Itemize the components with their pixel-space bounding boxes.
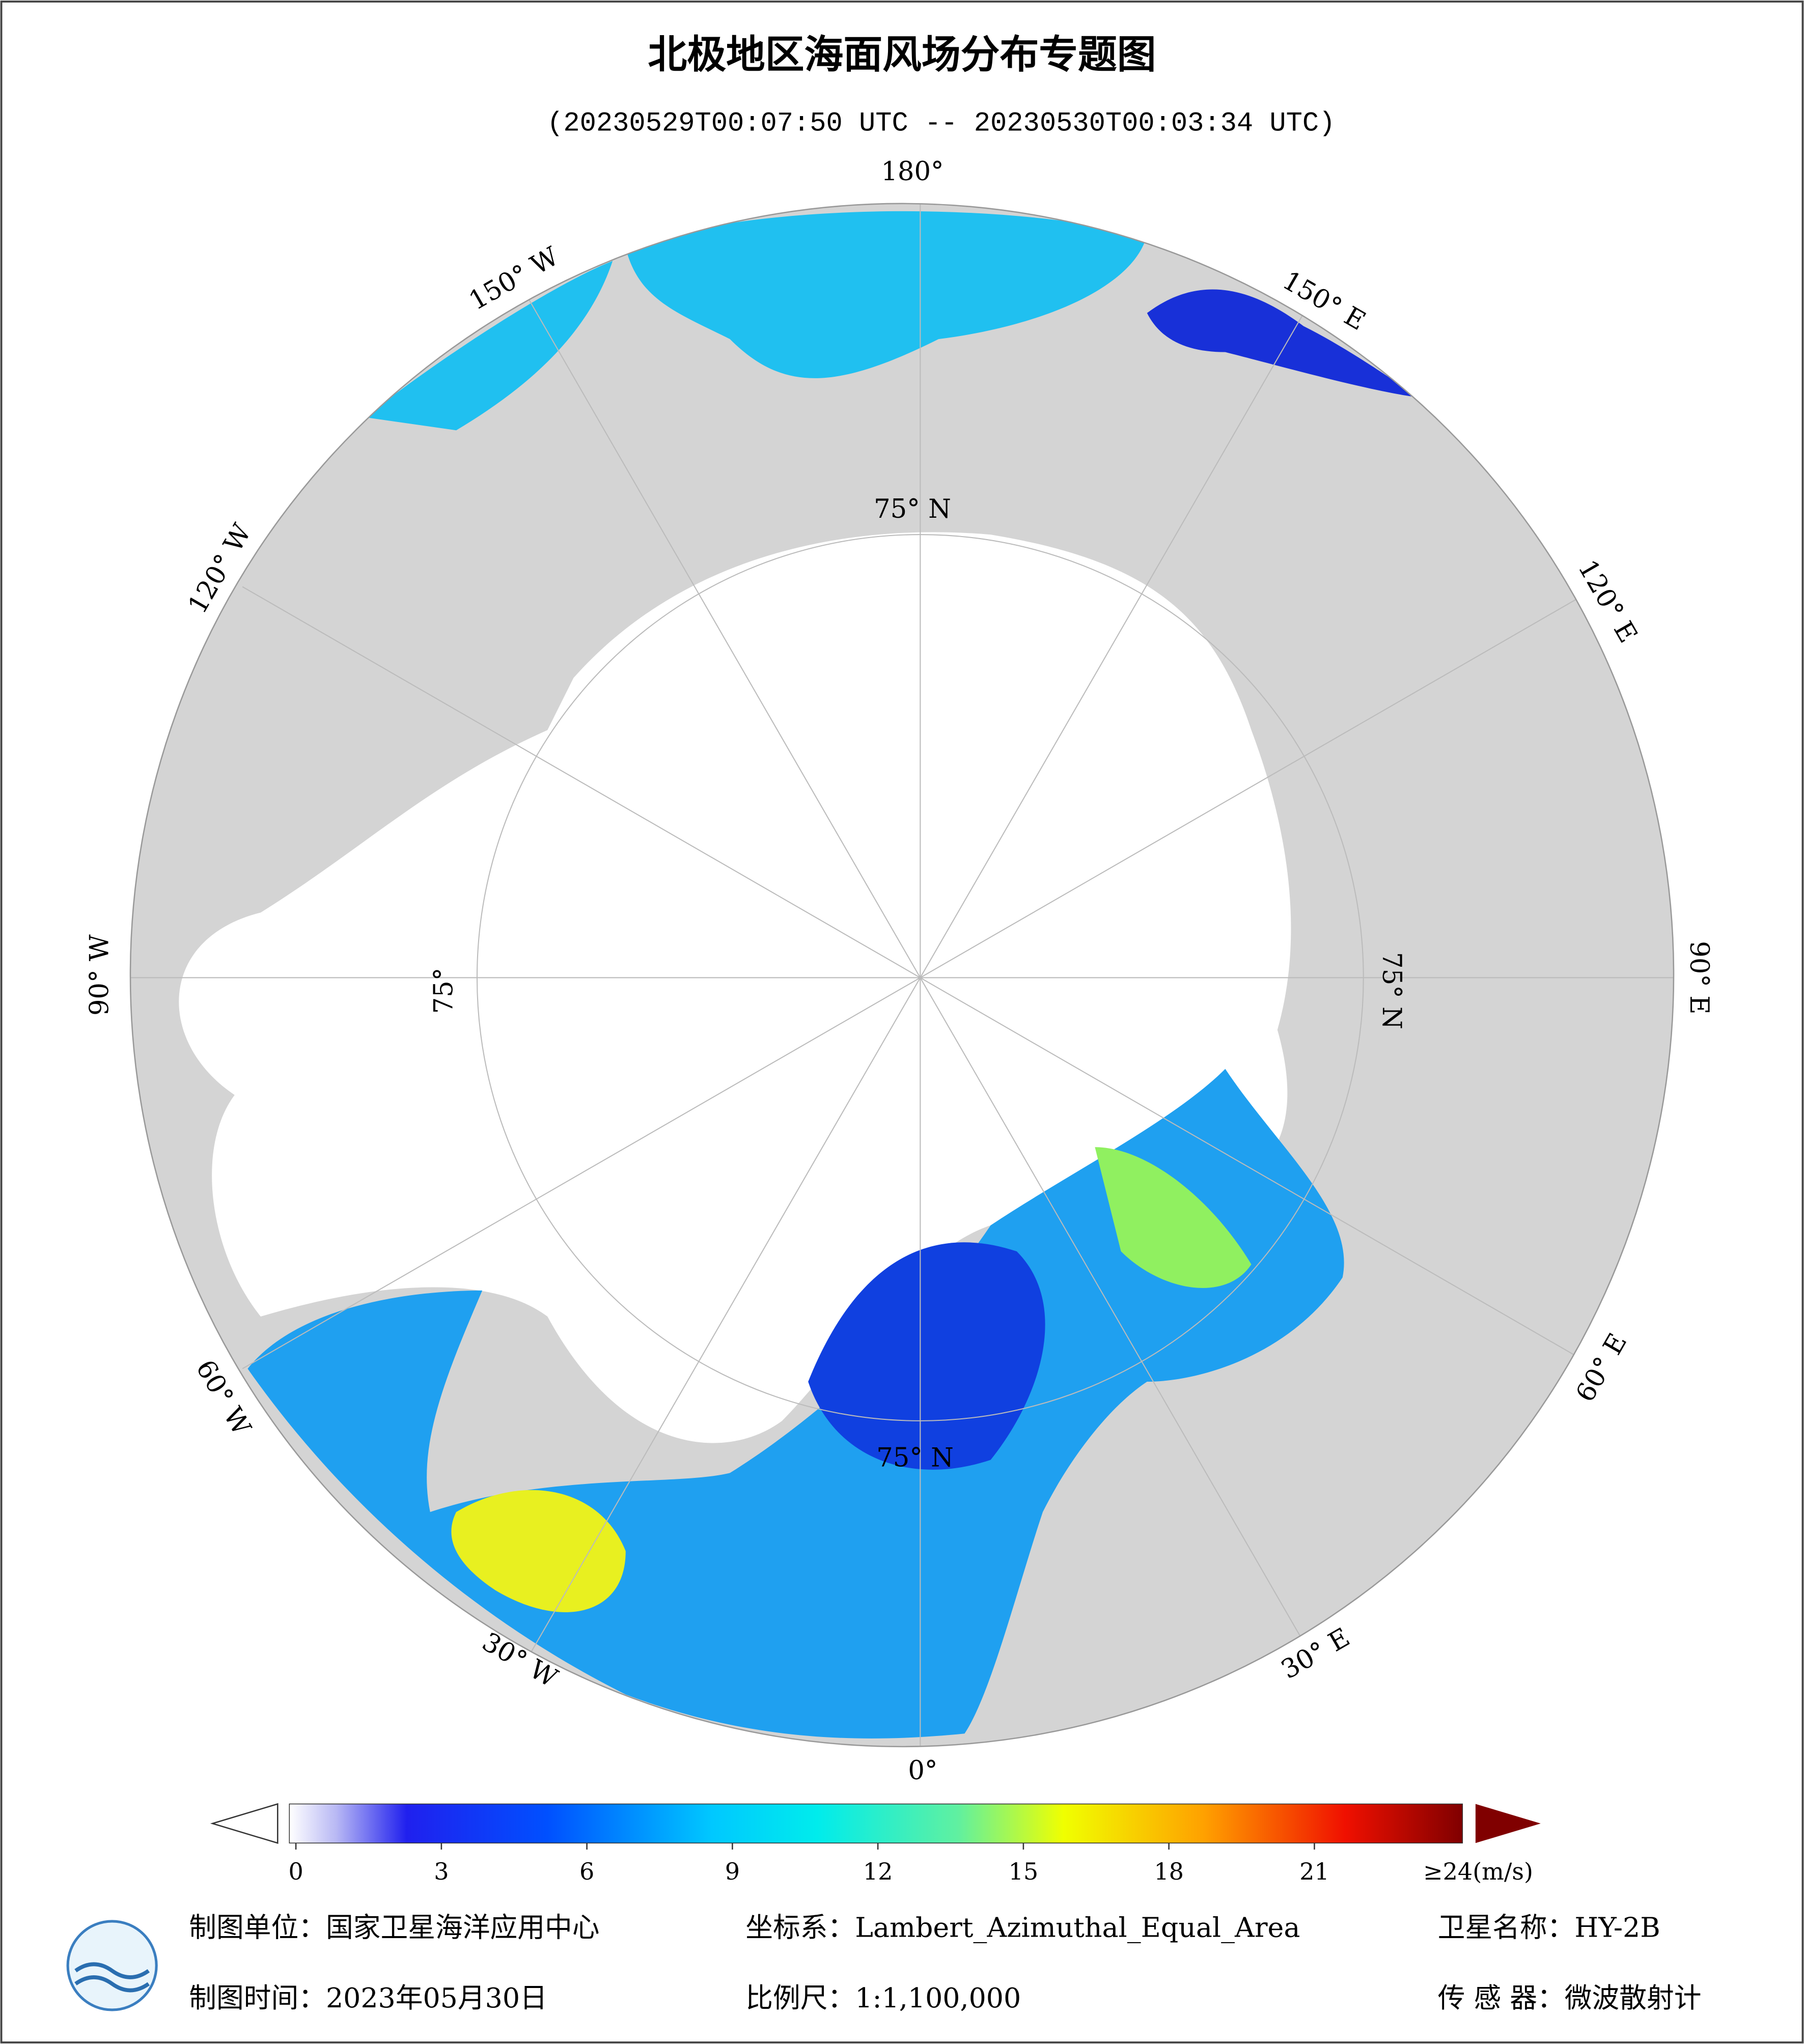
colorbar-max-arrow (1475, 1804, 1541, 1843)
lat-label: 75° N (876, 1443, 954, 1473)
kara-wind-patch (1095, 1147, 1252, 1289)
colorbar (210, 1803, 1541, 1844)
subtitle: (20230529T00:07:50 UTC -- 20230530T00:03… (547, 108, 1335, 139)
colorbar-tick-label: 21 (1299, 1858, 1329, 1885)
footer-coordinate-system: 坐标系：Lambert_Azimuthal_Equal_Area (745, 1912, 1300, 1944)
map-body (130, 203, 1674, 1747)
footer-unit: 制图单位：国家卫星海洋应用中心 (189, 1912, 599, 1944)
footer-date: 制图时间：2023年05月30日 (189, 1982, 547, 2014)
footer-scale: 比例尺：1:1,100,000 (745, 1982, 1021, 2014)
lon-label: 0° (908, 1755, 937, 1786)
colorbar-min-arrow (210, 1803, 279, 1844)
lon-label: 90° E (1684, 941, 1714, 1014)
footer-sensor: 传 感 器：微波散射计 (1438, 1982, 1702, 2014)
colorbar-tick-label: 12 (863, 1858, 893, 1885)
colorbar-tick-label: 15 (1009, 1858, 1039, 1885)
lat-label: 75° N (874, 494, 951, 524)
lat-label: 75° (429, 968, 459, 1014)
colorbar-tick-label: 9 (725, 1858, 740, 1885)
barents-wind-field (808, 1242, 1045, 1470)
colorbar-tick-label: 18 (1154, 1858, 1184, 1885)
latitude-labels: 75° N 75° N 75° N 75° (429, 494, 1407, 1473)
okhotsk-wind-field (1147, 289, 1421, 398)
footer-satellite: 卫星名称：HY-2B (1438, 1912, 1660, 1944)
colorbar-tick-label: 6 (579, 1858, 594, 1885)
logo-waves (74, 1962, 150, 1993)
colorbar-tick-label: 3 (434, 1858, 449, 1885)
pacific-wind-field (625, 211, 1147, 378)
footer: 制图单位：国家卫星海洋应用中心 坐标系：Lambert_Azimuthal_Eq… (66, 1912, 1702, 2014)
lon-label: 180° (881, 156, 943, 187)
high-wind-patch (451, 1490, 626, 1612)
colorbar-tick-label: 0 (288, 1858, 303, 1885)
lon-label: 90° W (85, 934, 115, 1016)
lat-label: 75° N (1376, 952, 1407, 1029)
colorbar-scale (289, 1803, 1463, 1844)
title: 北极地区海面风场分布专题图 (648, 33, 1156, 78)
colorbar-max-label: ≥24(m/s) (1423, 1858, 1533, 1885)
logo (66, 1920, 158, 2011)
map-outline (129, 203, 1675, 1748)
graticule (130, 203, 1674, 1747)
bering-wind-field (365, 261, 613, 431)
